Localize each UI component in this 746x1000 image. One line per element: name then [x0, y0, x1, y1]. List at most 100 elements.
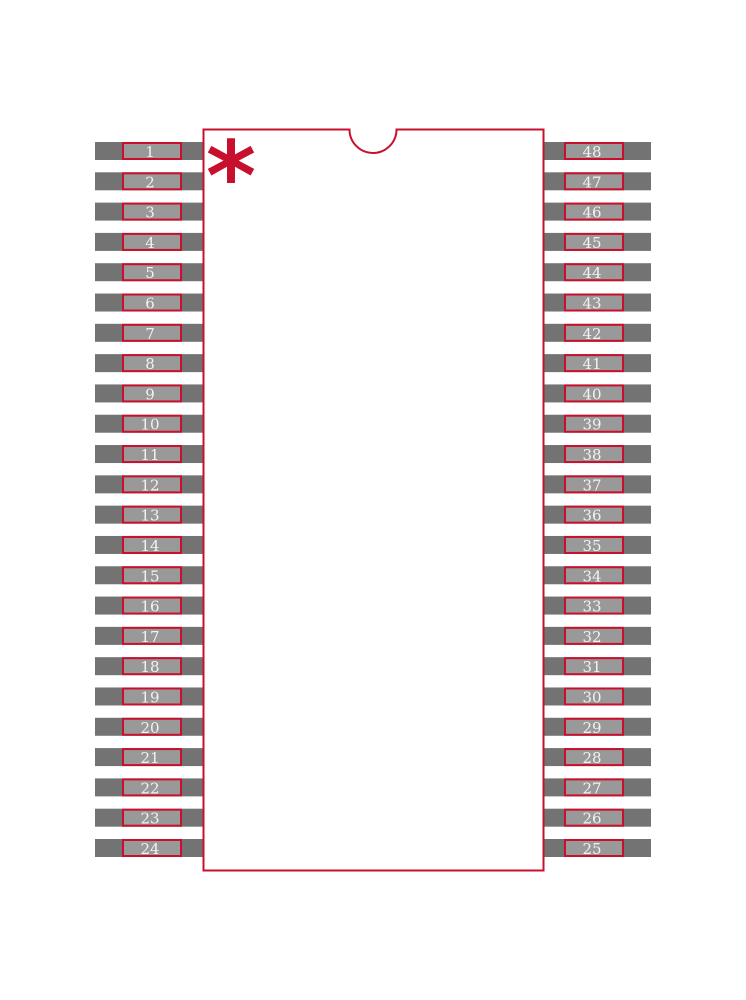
pad-13: 13	[95, 505, 203, 525]
pad-outline	[122, 748, 182, 767]
pin-number: 12	[140, 476, 159, 494]
pad-outline	[122, 778, 182, 797]
pad-outline	[564, 263, 624, 282]
pin-number: 36	[582, 507, 601, 525]
pad-outline	[564, 293, 624, 312]
pad-outline	[564, 535, 624, 554]
pad-35: 35	[543, 535, 651, 555]
pin-number: 44	[582, 264, 601, 282]
pad-18: 18	[95, 657, 203, 676]
pad-outline	[564, 505, 624, 524]
pad-outline	[122, 839, 182, 857]
pin-number: 4	[145, 234, 155, 252]
pad-25: 25	[543, 839, 651, 858]
pad-outline	[122, 505, 182, 524]
pin1-marker: *	[206, 121, 256, 233]
pad-outline	[564, 626, 624, 645]
pad-outline	[564, 778, 624, 797]
pin-number: 42	[582, 325, 601, 343]
pad-23: 23	[95, 808, 203, 828]
pad-outline	[122, 384, 182, 403]
pin-number: 21	[140, 749, 159, 767]
pad-1: 1	[95, 142, 203, 161]
pad-outline	[564, 232, 624, 251]
pad-22: 22	[95, 778, 203, 797]
pad-44: 44	[543, 263, 651, 282]
pin-number: 10	[140, 416, 159, 434]
pin-number: 40	[582, 385, 601, 403]
pad-outline	[564, 142, 624, 160]
pad-outline	[564, 172, 624, 191]
pin-number: 8	[145, 355, 155, 373]
pin-number: 20	[140, 719, 159, 737]
pin-number: 39	[582, 416, 601, 434]
pad-29: 29	[543, 717, 651, 737]
pin-number: 35	[582, 537, 601, 555]
pin-number: 29	[582, 719, 601, 737]
pad-19: 19	[95, 687, 203, 706]
pad-48: 48	[543, 142, 651, 161]
pad-outline	[122, 535, 182, 554]
pad-34: 34	[543, 566, 651, 585]
pad-outline	[564, 808, 624, 827]
pad-outline	[122, 626, 182, 645]
pad-outline	[122, 596, 182, 615]
pad-17: 17	[95, 626, 203, 646]
pad-30: 30	[543, 687, 651, 706]
pad-20: 20	[95, 717, 203, 737]
pin-number: 43	[582, 295, 601, 313]
pin-number: 1	[145, 143, 155, 161]
pad-outline	[122, 808, 182, 827]
pad-46: 46	[543, 202, 651, 222]
pad-outline	[122, 475, 182, 494]
pin-number: 17	[140, 628, 159, 646]
pad-outline	[122, 232, 182, 251]
pin-number: 24	[140, 840, 159, 858]
pad-outline	[122, 263, 182, 282]
pad-outline	[564, 414, 624, 433]
pad-16: 16	[95, 596, 203, 616]
pin-number: 26	[582, 810, 601, 828]
pin-number: 30	[582, 688, 601, 706]
pad-outline	[564, 475, 624, 494]
pin-number: 18	[140, 658, 159, 676]
pad-28: 28	[543, 748, 651, 767]
pad-3: 3	[95, 202, 203, 222]
pin-number: 25	[582, 840, 601, 858]
pad-outline	[564, 354, 624, 373]
ic-body-outline	[202, 128, 545, 872]
pin-number: 34	[582, 567, 601, 585]
pad-6: 6	[95, 293, 203, 313]
pad-outline	[564, 445, 624, 464]
pad-outline	[122, 717, 182, 736]
pad-47: 47	[543, 172, 651, 191]
pad-outline	[564, 566, 624, 585]
pad-21: 21	[95, 748, 203, 767]
pad-31: 31	[543, 657, 651, 676]
pin-number: 2	[145, 173, 155, 191]
pad-outline	[122, 354, 182, 373]
pad-45: 45	[543, 232, 651, 252]
pad-32: 32	[543, 626, 651, 646]
pad-outline	[564, 687, 624, 706]
pin-number: 11	[140, 446, 159, 464]
pad-outline	[122, 202, 182, 221]
pin-number: 3	[145, 204, 155, 222]
pad-outline	[122, 293, 182, 312]
pad-outline	[564, 596, 624, 615]
pad-outline	[564, 202, 624, 221]
pin-number: 31	[582, 658, 601, 676]
pin-number: 23	[140, 810, 159, 828]
pad-outline	[564, 323, 624, 342]
pad-11: 11	[95, 445, 203, 464]
pin-number: 37	[582, 476, 601, 494]
pad-outline	[122, 687, 182, 706]
pin-number: 15	[140, 567, 159, 585]
pad-outline	[122, 142, 182, 160]
pin-number: 13	[140, 507, 159, 525]
pad-43: 43	[543, 293, 651, 313]
pin-number: 16	[140, 598, 159, 616]
pad-37: 37	[543, 475, 651, 494]
pad-33: 33	[543, 596, 651, 616]
pin-number: 14	[140, 537, 159, 555]
